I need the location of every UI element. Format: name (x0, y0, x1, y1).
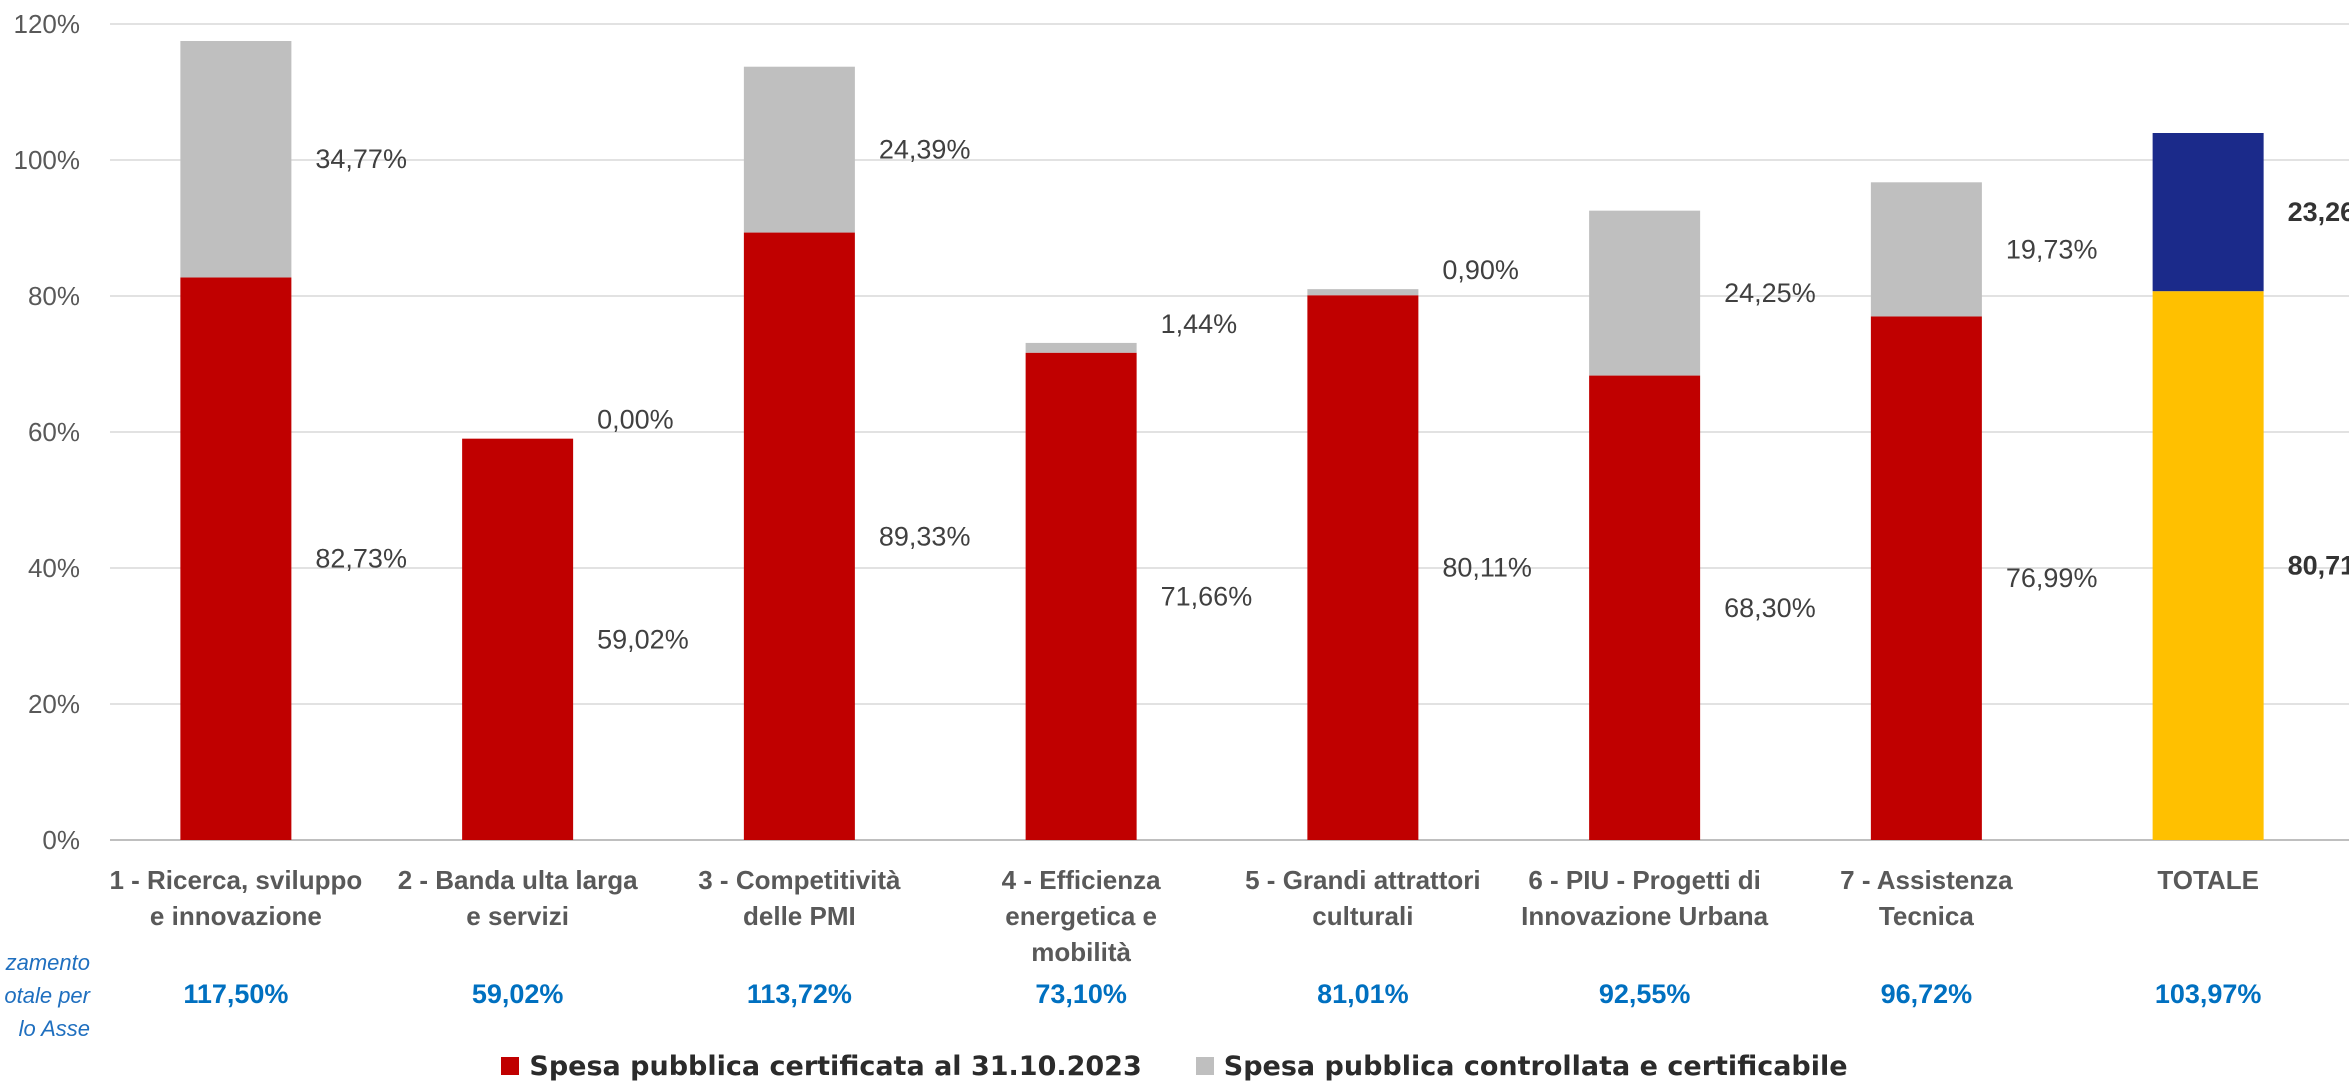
data-label-controllata: 34,77% (315, 144, 407, 174)
category-label: 1 - Ricerca, sviluppo (109, 865, 362, 895)
bar-controllata (1589, 210, 1701, 376)
y-tick-label: 0% (42, 825, 80, 855)
y-tick-label: 40% (28, 553, 80, 583)
totals-row: 117,50% 59,02% 113,72% 73,10% 81,01% 92,55% 96… (183, 979, 2261, 1009)
data-label-certificata: 80,11% (1442, 553, 1532, 583)
data-label-controllata: 23,26% (2288, 197, 2349, 227)
category-label: TOTALE (2157, 865, 2259, 895)
data-label-controllata: 19,73% (2006, 234, 2098, 264)
category-label: e servizi (466, 901, 569, 931)
side-label-line: otale per (4, 983, 90, 1008)
total-percentage: 103,97% (2155, 979, 2262, 1009)
data-label-controllata: 0,90% (1442, 255, 1519, 285)
category-label: 7 - Assistenza (1840, 865, 2013, 895)
category-label: e innovazione (150, 901, 322, 931)
x-axis: 1 - Ricerca, sviluppo e innovazione 2 - Ba… (109, 865, 2258, 967)
legend-swatch-controllata (1195, 1057, 1214, 1075)
side-label-line: lo Asse (18, 1016, 90, 1041)
category-label: Tecnica (1879, 901, 1974, 931)
category-label: delle PMI (743, 901, 856, 931)
y-tick-label: 100% (14, 145, 81, 175)
total-percentage: 92,55% (1599, 979, 1691, 1009)
bar-certificata (2152, 291, 2264, 840)
bar-controllata (1025, 342, 1137, 353)
bar-certificata (1589, 375, 1701, 840)
category-label: 4 - Efficienza (1002, 865, 1161, 895)
category-label: 6 - PIU - Progetti di (1528, 865, 1761, 895)
data-label-controllata: 24,25% (1724, 278, 1816, 308)
bar-certificata (1307, 295, 1419, 840)
total-percentage: 73,10% (1035, 979, 1127, 1009)
y-tick-label: 60% (28, 417, 80, 447)
total-percentage: 96,72% (1881, 979, 1973, 1009)
data-label-certificata: 80,71% (2288, 551, 2349, 581)
y-tick-label: 120% (14, 9, 81, 39)
y-tick-label: 80% (28, 281, 80, 311)
legend-item-controllata: Spesa pubblica controllata e certificabi… (1195, 1050, 1848, 1082)
bars (180, 41, 2264, 840)
y-tick-label: 20% (28, 689, 80, 719)
bar-controllata (2152, 133, 2264, 292)
data-label-certificata: 89,33% (879, 521, 971, 551)
bar-controllata (1870, 182, 1982, 317)
data-label-certificata: 82,73% (315, 544, 407, 574)
category-label: 2 - Banda ulta larga (398, 865, 638, 895)
data-label-controllata: 24,39% (879, 135, 971, 165)
category-label: Innovazione Urbana (1521, 901, 1769, 931)
legend-swatch-certificata (501, 1057, 520, 1075)
total-percentage: 113,72% (747, 979, 852, 1009)
total-percentage: 59,02% (472, 979, 564, 1009)
legend-label-controllata: Spesa pubblica controllata e certificabi… (1223, 1050, 1848, 1082)
bar-controllata (1307, 289, 1419, 296)
gridlines (110, 23, 2349, 841)
data-label-certificata: 68,30% (1724, 593, 1816, 623)
total-percentage: 81,01% (1317, 979, 1409, 1009)
category-label: 3 - Competitività (698, 865, 901, 895)
bar-controllata (743, 66, 855, 233)
category-label: energetica e (1005, 901, 1157, 931)
y-axis: 0% 20% 40% 60% 80% 100% 120% (14, 9, 81, 855)
legend-label-certificata: Spesa pubblica certificata al 31.10.2023 (529, 1050, 1142, 1082)
side-label-line: zamento (5, 950, 90, 975)
legend: Spesa pubblica certificata al 31.10.2023… (0, 1046, 2349, 1086)
data-label-controllata: 0,00% (597, 405, 674, 435)
total-percentage: 117,50% (183, 979, 288, 1009)
data-label-certificata: 76,99% (2006, 563, 2098, 593)
category-label: culturali (1312, 901, 1413, 931)
category-label: mobilità (1031, 937, 1131, 967)
bar-controllata (180, 41, 292, 278)
category-label: 5 - Grandi attrattori (1245, 865, 1480, 895)
data-labels: 82,73% 34,77% 59,02% 0,00% 89,33% 24,39% 71,66… (315, 135, 2349, 655)
data-label-controllata: 1,44% (1161, 309, 1238, 339)
side-label: zamento otale per lo Asse (0, 946, 90, 1045)
bar-certificata (462, 438, 574, 840)
data-label-certificata: 71,66% (1161, 581, 1253, 611)
bar-certificata (180, 277, 292, 840)
legend-item-certificata: Spesa pubblica certificata al 31.10.2023 (501, 1050, 1142, 1082)
bar-certificata (1870, 316, 1982, 840)
bar-certificata (1025, 352, 1137, 840)
data-label-certificata: 59,02% (597, 624, 689, 654)
bar-certificata (743, 232, 855, 840)
